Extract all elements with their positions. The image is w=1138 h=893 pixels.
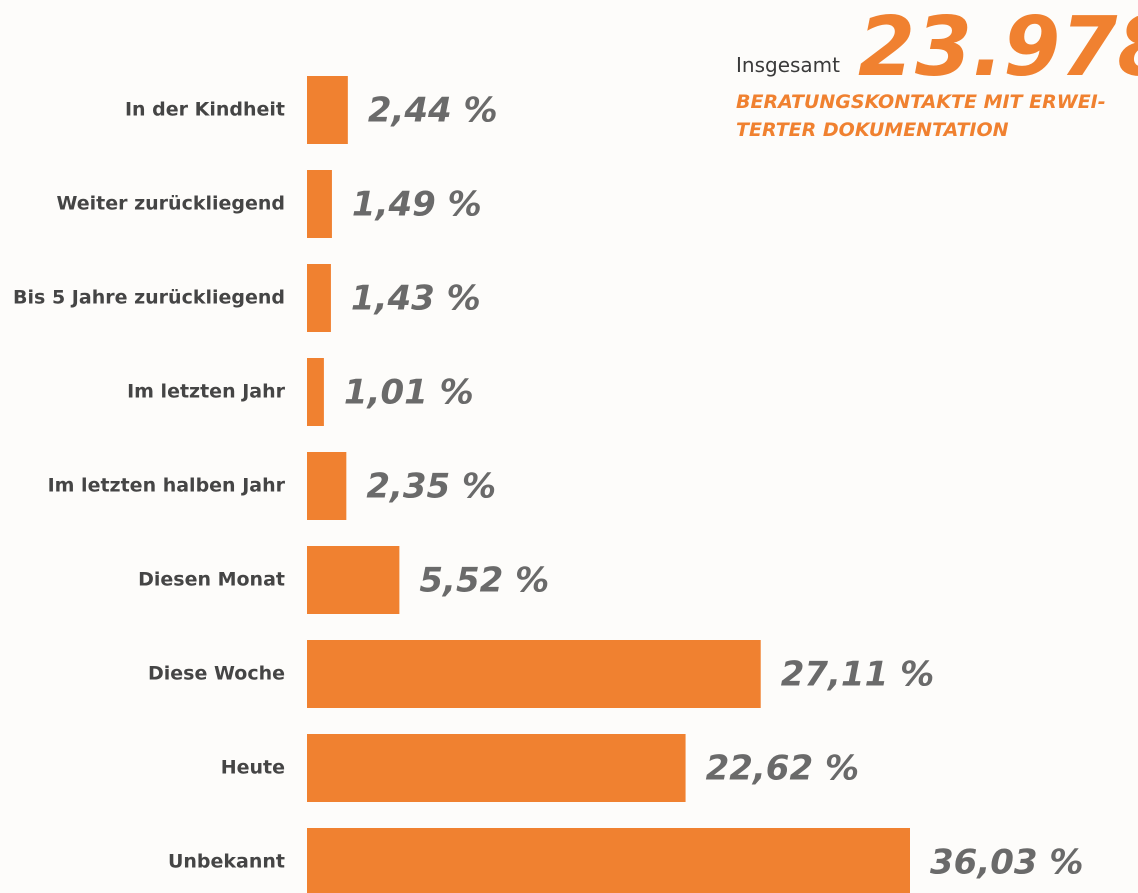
category-label: Im letzten halben Jahr	[48, 475, 286, 497]
value-label: 1,49 %	[352, 185, 482, 225]
value-label: 27,11 %	[781, 655, 934, 695]
value-label: 2,44 %	[368, 91, 498, 131]
subtitle: TERTER DOKUMENTATION	[736, 119, 1009, 141]
value-label: 1,01 %	[344, 373, 474, 413]
category-label: Heute	[221, 757, 285, 779]
value-label: 36,03 %	[930, 843, 1083, 883]
value-label: 2,35 %	[366, 467, 496, 507]
bar	[307, 170, 332, 238]
category-label: Im letzten Jahr	[127, 381, 286, 403]
bar	[307, 640, 761, 708]
category-label: Diesen Monat	[138, 569, 285, 591]
category-label: Bis 5 Jahre zurückliegend	[13, 287, 285, 309]
category-label: Diese Woche	[148, 663, 285, 685]
value-label: 5,52 %	[419, 561, 549, 601]
category-label: Weiter zurückliegend	[56, 193, 285, 215]
value-label: 1,43 %	[351, 279, 481, 319]
category-label: In der Kindheit	[125, 99, 285, 121]
bar	[307, 734, 686, 802]
subtitle: BERATUNGSKONTAKTE MIT ERWEI-	[736, 91, 1106, 113]
category-label: Unbekannt	[168, 851, 285, 873]
value-label: 22,62 %	[706, 749, 859, 789]
total-value: 23.978	[858, 0, 1138, 95]
bar	[307, 546, 400, 614]
bar	[307, 452, 347, 520]
bar	[307, 358, 324, 426]
bar	[307, 828, 910, 893]
total-label: Insgesamt	[736, 53, 840, 77]
bar	[307, 264, 331, 332]
bar	[307, 76, 348, 144]
